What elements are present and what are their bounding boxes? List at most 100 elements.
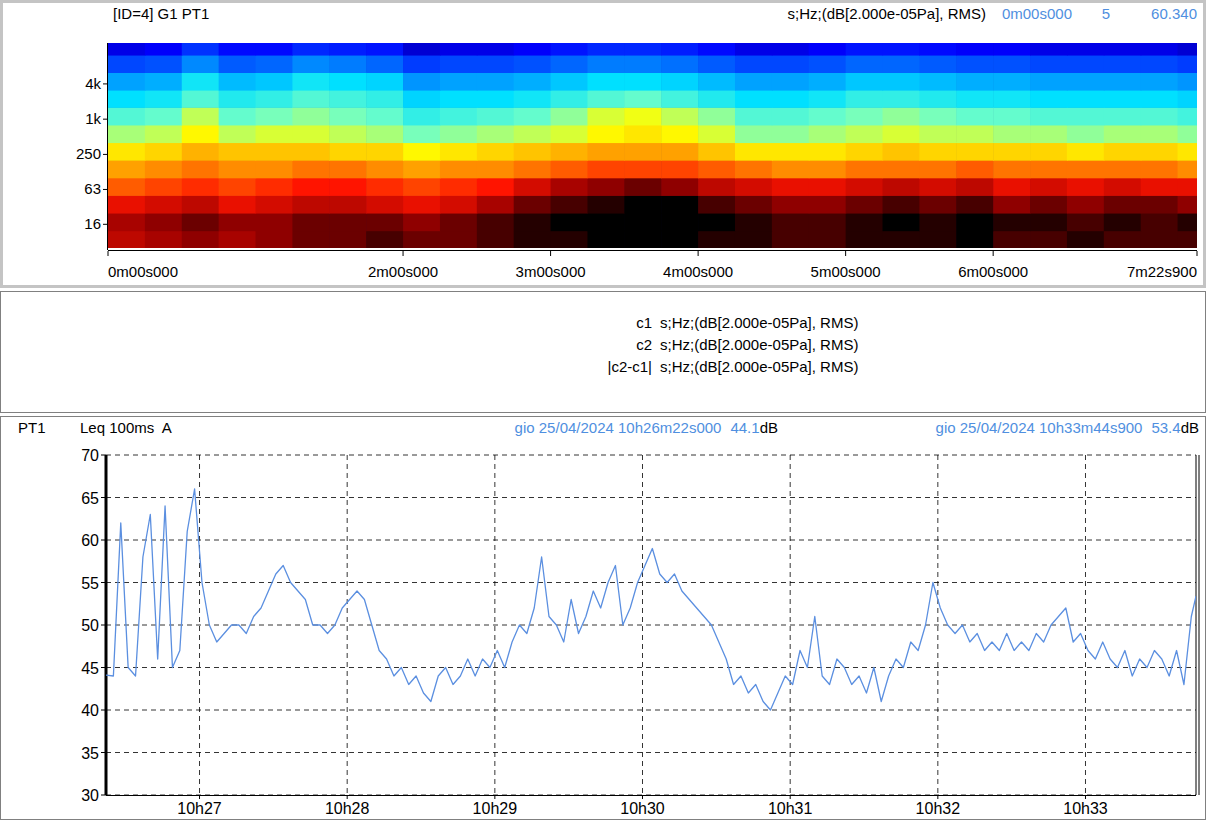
heat-cell [587,55,624,73]
grid-line-y [106,752,1196,753]
heat-cell [366,55,403,73]
heat-cell [514,55,551,73]
heat-cell [624,90,661,108]
heat-cell [919,213,956,231]
heat-cell [108,195,145,213]
heat-cell [366,90,403,108]
heat-cell [1067,90,1104,108]
heat-cell [846,178,883,196]
heat-cell [440,195,477,213]
heat-cell [145,160,182,178]
heat-cell [735,125,772,143]
x-tick [199,795,200,799]
heat-cell [624,55,661,73]
heat-cell [772,195,809,213]
heat-cell [883,125,920,143]
heat-cell [108,125,145,143]
y-tick [101,667,106,668]
x-tick [642,795,643,799]
heat-cell [366,160,403,178]
heat-cell [219,43,256,56]
heat-cell [1141,142,1178,160]
heat-cell [809,160,846,178]
heat-cell [551,231,588,248]
panel-unit: s;Hz;(dB[2.000e-05Pa], RMS) [788,5,986,22]
heat-cell [956,178,993,196]
heat-cell [256,125,293,143]
heat-cell [883,213,920,231]
heat-cell [477,90,514,108]
heat-cell [1104,107,1141,125]
heat-cell [108,107,145,125]
heat-cell [256,213,293,231]
heat-cell [514,178,551,196]
heat-cell [809,72,846,90]
heat-cell [108,90,145,108]
heat-cell [403,213,440,231]
heat-cell [440,231,477,248]
heat-cell [883,72,920,90]
heat-cell [809,125,846,143]
heat-cell [735,43,772,56]
heat-cell [145,142,182,160]
heat-cell [403,72,440,90]
heat-cell [329,90,366,108]
y-tick [103,83,107,84]
heat-cell [772,55,809,73]
heat-cell [661,178,698,196]
heat-cell [698,195,735,213]
heat-cell [883,231,920,248]
heat-cell [587,125,624,143]
x-tick-label: 4m00s000 [663,263,733,280]
x-tick [108,251,109,256]
heat-cell [292,195,329,213]
heat-cell [1141,107,1178,125]
level-panel [1,417,1206,820]
y-tick-label: 45 [81,660,99,677]
heat-cell [1067,231,1104,248]
y-tick-label: 40 [81,702,99,719]
heat-cell [846,231,883,248]
heat-cell [182,125,219,143]
heat-cell [846,43,883,56]
heat-cell [108,178,145,196]
grid-line-y [106,710,1196,711]
heat-cell [624,107,661,125]
heat-cell [1178,43,1197,56]
heat-cell [551,160,588,178]
heat-cell [514,43,551,56]
heat-cell [809,213,846,231]
heat-cell [587,195,624,213]
heat-cell [1067,125,1104,143]
heat-cell [219,125,256,143]
heat-cell [477,178,514,196]
heat-cell [145,195,182,213]
heat-cell [993,178,1030,196]
heat-cell [919,142,956,160]
heat-cell [551,178,588,196]
heat-cell [1178,178,1197,196]
x-axis [106,795,1196,796]
grid-line-y [106,540,1196,541]
heat-cell [256,107,293,125]
heat-cell [624,72,661,90]
heat-cell [1178,107,1197,125]
heat-cell [587,43,624,56]
heat-cell [624,178,661,196]
heat-cell [956,231,993,248]
heat-cell [735,142,772,160]
heat-cell [1067,72,1104,90]
heat-cell [329,55,366,73]
heat-cell [256,160,293,178]
heat-cell [698,90,735,108]
heat-cell [809,195,846,213]
heat-cell [883,160,920,178]
heat-cell [883,142,920,160]
heat-cell [108,142,145,160]
page: 16632501k4k0m00s0002m00s0003m00s0004m00s… [0,0,1206,821]
cursor-unit: dB [760,419,778,436]
heat-cell [551,43,588,56]
heat-cell [587,72,624,90]
heat-cell [440,178,477,196]
x-tick-label: 10h31 [768,800,813,817]
